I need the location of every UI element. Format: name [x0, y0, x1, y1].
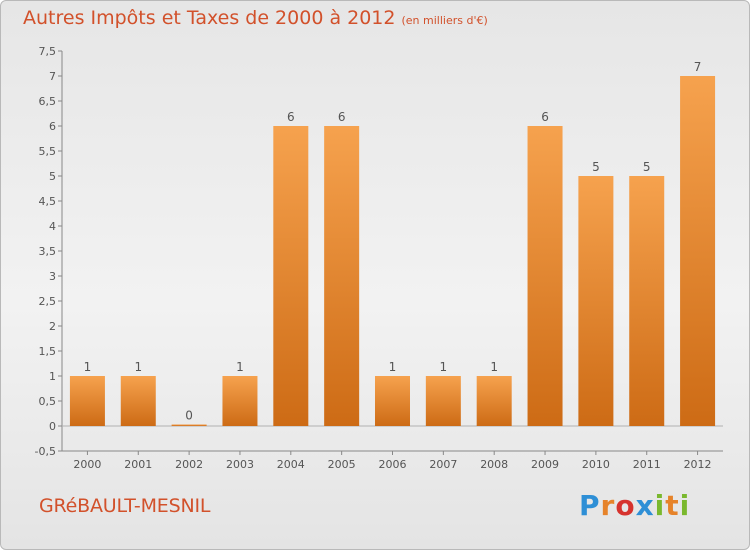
chart-title: Autres Impôts et Taxes de 2000 à 2012 (en… — [23, 7, 488, 29]
y-tick-label: 7 — [49, 70, 56, 83]
bar-value-label: 1 — [389, 360, 397, 374]
bar-value-label: 1 — [440, 360, 448, 374]
bar — [120, 376, 156, 426]
bar — [69, 376, 105, 426]
x-tick-label: 2006 — [379, 458, 407, 471]
y-tick-label: 0 — [49, 420, 56, 433]
x-tick-label: 2011 — [633, 458, 661, 471]
bar-value-label: 7 — [694, 60, 702, 74]
y-tick-label: 1,5 — [39, 345, 57, 358]
bar-value-label: 1 — [134, 360, 142, 374]
logo-letter: i — [679, 489, 691, 522]
y-tick-label: 6 — [49, 120, 56, 133]
bar-value-label: 6 — [287, 110, 295, 124]
logo-letter: o — [615, 489, 636, 522]
bar — [375, 376, 410, 426]
x-tick-label: 2003 — [226, 458, 254, 471]
x-tick-label: 2001 — [124, 458, 152, 471]
bar-value-label: 6 — [541, 110, 549, 124]
chart-title-text: Autres Impôts et Taxes de 2000 à 2012 — [23, 7, 396, 29]
y-tick-label: 2 — [49, 320, 56, 333]
y-tick-label: 0,5 — [39, 395, 57, 408]
y-tick-label: -0,5 — [35, 445, 56, 458]
x-tick-label: 2004 — [277, 458, 305, 471]
bar-value-label: 5 — [643, 160, 651, 174]
x-tick-label: 2010 — [582, 458, 610, 471]
y-tick-label: 1 — [49, 370, 56, 383]
bar — [476, 376, 512, 426]
chart-unit: (en milliers d'€) — [401, 14, 488, 27]
x-tick-label: 2008 — [480, 458, 508, 471]
bar — [578, 176, 614, 426]
y-tick-label: 3,5 — [39, 245, 57, 258]
x-tick-label: 2007 — [429, 458, 457, 471]
y-tick-label: 7,5 — [39, 45, 57, 58]
bar-value-label: 1 — [236, 360, 244, 374]
bar — [222, 376, 258, 426]
proxiti-logo: Proxiti — [579, 489, 690, 522]
bar — [425, 376, 461, 426]
logo-letter: t — [665, 489, 680, 522]
y-tick-label: 2,5 — [39, 295, 57, 308]
commune-name: GRéBAULT-MESNIL — [39, 495, 211, 517]
bar-value-label: 1 — [84, 360, 92, 374]
bar — [324, 126, 360, 426]
y-tick-label: 5,5 — [39, 145, 57, 158]
y-tick-label: 4,5 — [39, 195, 57, 208]
logo-letter: i — [654, 489, 666, 522]
bar-value-label: 1 — [490, 360, 498, 374]
x-tick-label: 2000 — [73, 458, 101, 471]
y-tick-label: 6,5 — [39, 95, 57, 108]
x-tick-label: 2009 — [531, 458, 559, 471]
bar-value-label: 6 — [338, 110, 346, 124]
bar-value-label: 5 — [592, 160, 600, 174]
bar — [629, 176, 665, 426]
y-tick-label: 5 — [49, 170, 56, 183]
x-tick-label: 2002 — [175, 458, 203, 471]
x-tick-label: 2005 — [328, 458, 356, 471]
y-tick-label: 3 — [49, 270, 56, 283]
bar-value-label: 0 — [185, 409, 193, 423]
bar — [527, 126, 563, 426]
bar — [680, 76, 716, 426]
bar — [273, 126, 309, 426]
x-tick-label: 2012 — [684, 458, 712, 471]
y-tick-label: 4 — [49, 220, 56, 233]
logo-letter: x — [635, 489, 655, 522]
bar — [171, 424, 207, 426]
logo-letter: r — [600, 489, 616, 522]
logo-letter: P — [579, 489, 601, 522]
